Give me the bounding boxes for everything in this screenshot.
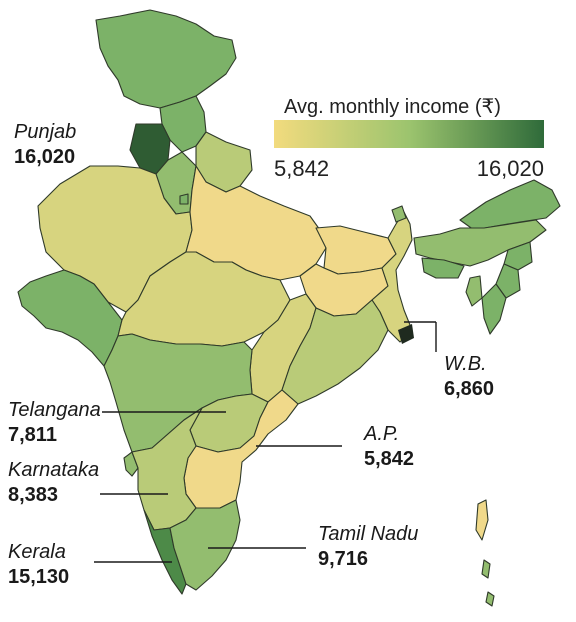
islands-nicobar-south <box>485 591 495 607</box>
state-odisha <box>281 299 389 405</box>
label-value: 6,860 <box>444 378 495 400</box>
state-nagaland <box>503 241 533 271</box>
state-arunachal <box>459 179 561 231</box>
state-tripura <box>465 275 483 307</box>
label-value: 7,811 <box>8 424 57 446</box>
label-karnataka: Karnataka 8,383 <box>8 460 99 505</box>
state-sikkim <box>391 205 407 223</box>
islands-andaman <box>475 499 489 541</box>
state-jammu-kashmir <box>95 9 237 109</box>
label-kerala: Kerala 15,130 <box>8 542 69 587</box>
label-value: 16,020 <box>14 146 76 168</box>
label-wb: W.B. 6,860 <box>444 354 494 399</box>
state-goa <box>123 451 139 477</box>
state-meghalaya <box>421 257 465 279</box>
label-name: Karnataka <box>8 459 100 481</box>
label-name: Punjab <box>14 121 77 143</box>
sundarbans-mark <box>398 324 414 344</box>
label-value: 9,716 <box>318 548 369 570</box>
state-tamil-nadu <box>169 499 241 591</box>
state-manipur <box>495 263 521 299</box>
state-karnataka <box>131 407 203 531</box>
label-telangana: Telangana 7,811 <box>8 400 101 445</box>
label-ap: A.P. 5,842 <box>364 424 414 469</box>
label-name: A.P. <box>364 423 400 445</box>
label-punjab: Punjab 16,020 <box>14 122 76 167</box>
legend-title: Avg. monthly income (₹) <box>284 96 501 118</box>
state-west-bengal <box>371 211 413 343</box>
label-name: Tamil Nadu <box>318 523 419 545</box>
islands-nicobar <box>481 559 491 579</box>
legend-max-label: 16,020 <box>476 156 544 181</box>
label-value: 8,383 <box>8 484 59 506</box>
label-value: 15,130 <box>8 566 70 588</box>
state-delhi <box>179 193 189 205</box>
state-mizoram <box>481 283 507 335</box>
label-tamil-nadu: Tamil Nadu 9,716 <box>318 524 418 569</box>
label-value: 5,842 <box>364 448 415 470</box>
label-name: Telangana <box>8 399 101 421</box>
legend-color-bar <box>274 120 544 148</box>
label-name: Kerala <box>8 541 66 563</box>
label-name: W.B. <box>444 353 487 375</box>
legend-min-label: 5,842 <box>274 156 330 181</box>
